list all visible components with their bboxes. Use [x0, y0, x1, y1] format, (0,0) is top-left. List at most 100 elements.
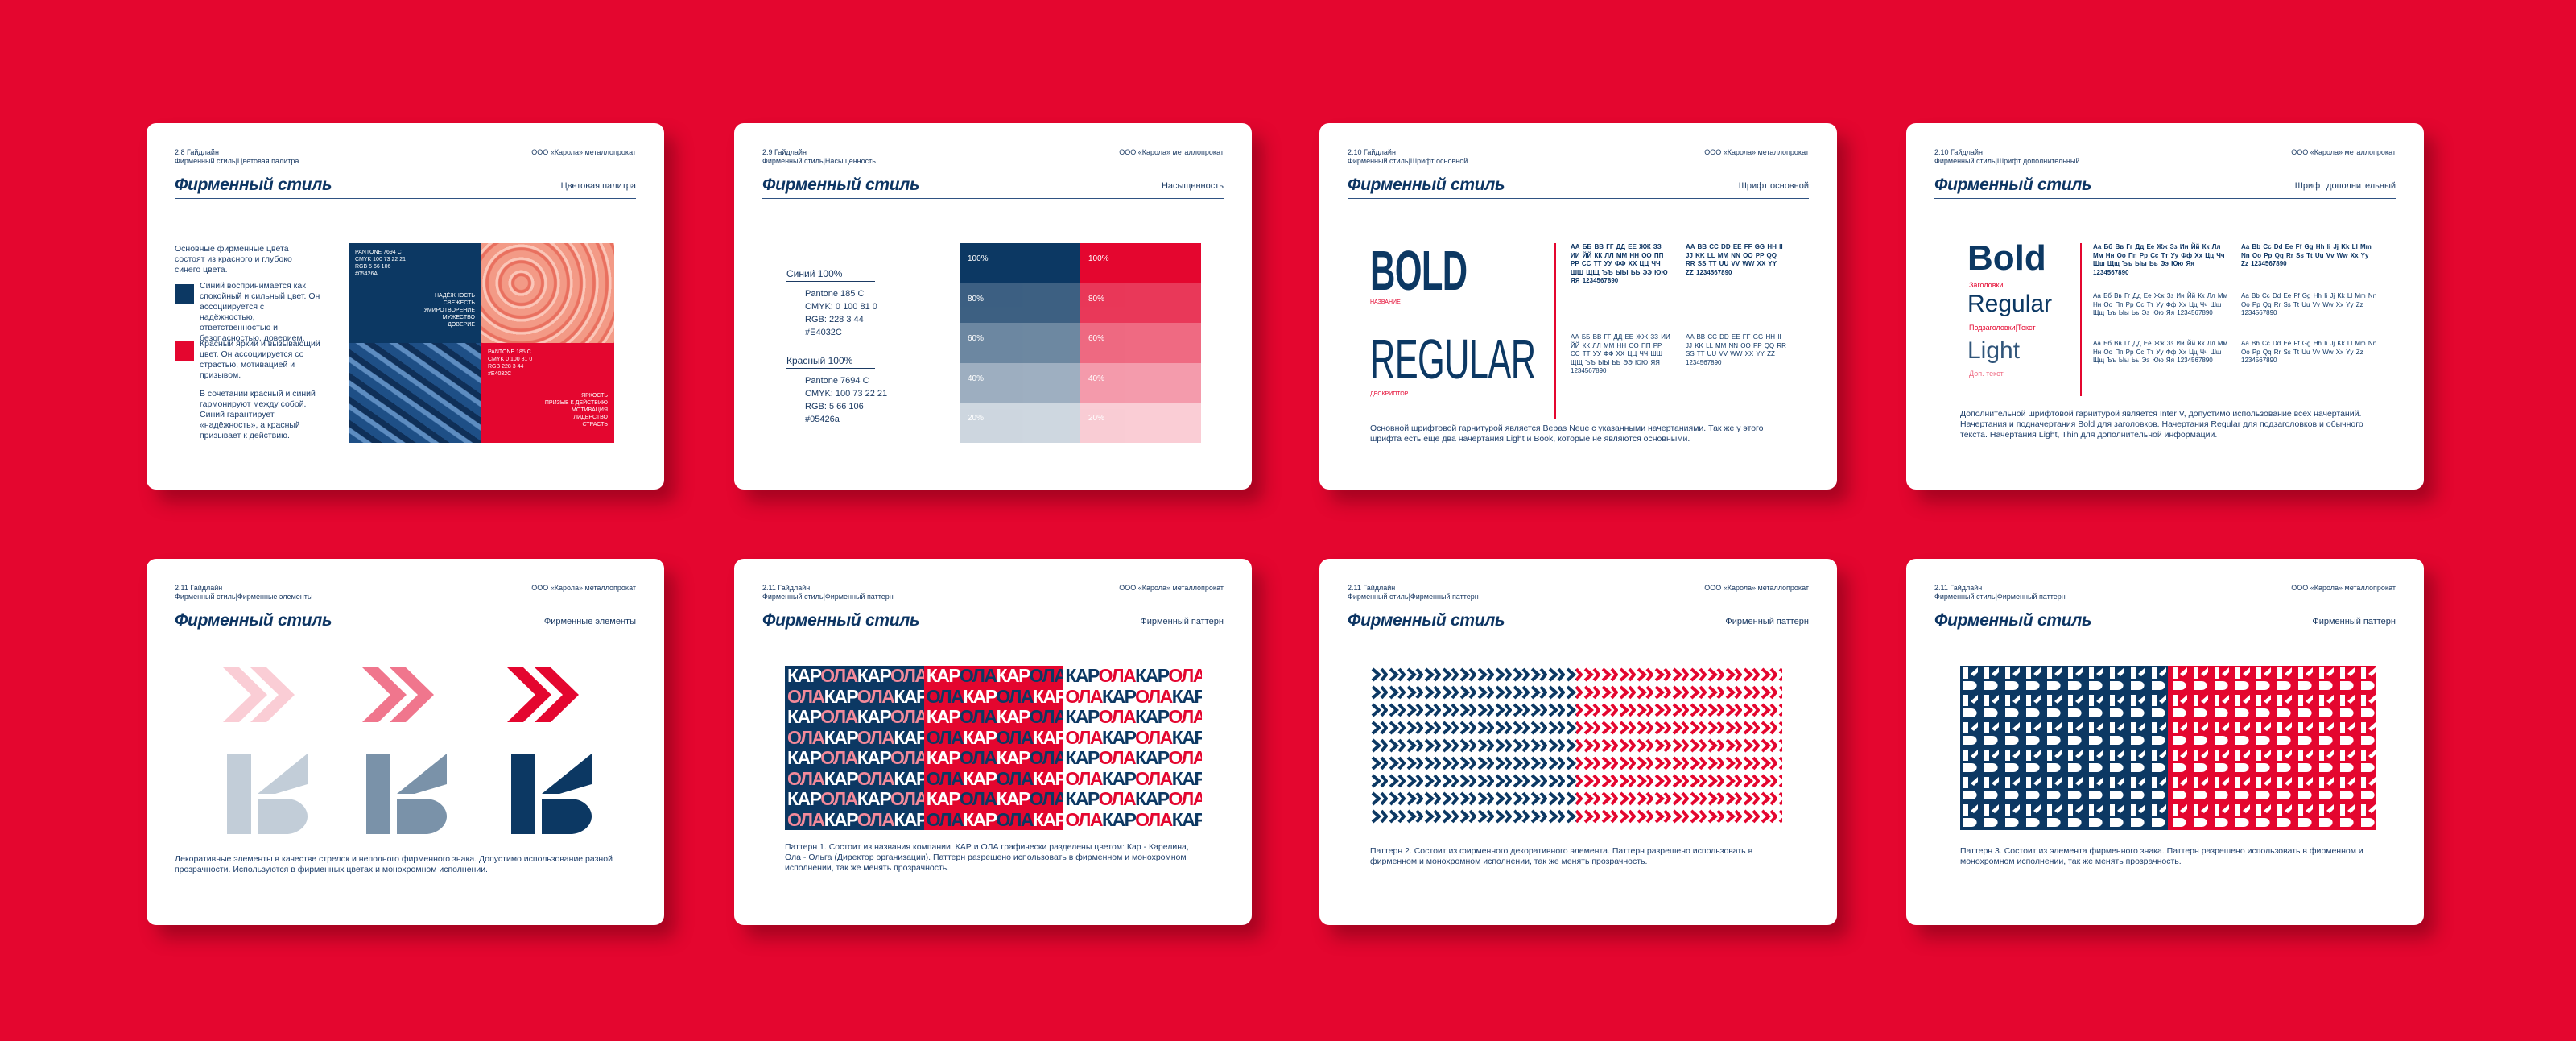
company: ООО «Карола» металлопрокат — [1704, 584, 1809, 592]
pattern-word: КАР — [926, 666, 961, 686]
header-rule — [175, 198, 636, 199]
pattern-word: ОЛА — [787, 808, 825, 830]
tint-swatch: 40% — [1080, 362, 1201, 403]
card-subtitle: Фирменный паттерн — [2312, 617, 2396, 626]
font-role: Заголовки — [1969, 281, 2004, 289]
elements-art — [219, 667, 592, 840]
pattern-half — [1960, 666, 2168, 830]
header-rule — [762, 198, 1224, 199]
pattern-word: ОЛА — [996, 808, 1034, 830]
section-number: 2.9 Гайдлайн — [762, 148, 807, 156]
pattern-word: КАР — [963, 767, 997, 789]
swatch-name: Красный 100% — [786, 355, 875, 369]
k-mark — [366, 754, 447, 834]
pattern-word: КАР — [1135, 706, 1170, 727]
header-rule — [1348, 198, 1809, 199]
divider — [2080, 243, 2082, 396]
pattern-word: КАР — [1033, 726, 1063, 748]
section-number: 2.11 Гайдлайн — [1934, 584, 1983, 592]
pattern-word: ОЛА — [1098, 706, 1137, 727]
company: ООО «Карола» металлопрокат — [531, 584, 636, 592]
pattern-word: ОЛА — [1029, 788, 1063, 809]
pattern-word: КАР — [1101, 685, 1137, 707]
pattern-word: ОЛА — [996, 767, 1034, 789]
tile-spec: #05426A — [355, 271, 378, 277]
chevron-pattern — [1370, 666, 1782, 825]
pattern-word: ОЛА — [890, 788, 924, 809]
guide-card: 2.11 Гайдлайн Фирменный стиль|Фирменный п… — [1906, 559, 2424, 925]
red-chip — [175, 341, 194, 361]
mark-pattern — [1960, 666, 2376, 830]
pattern-word: КАР — [1171, 726, 1203, 748]
pattern-word: ОЛА — [787, 767, 825, 789]
pattern-row: ОЛАКАРОЛАКАР — [1065, 809, 1202, 831]
pattern-block: КАРОЛАКАРОЛА ОЛАКАРОЛАКАР КАРОЛАКАРОЛА ОЛАК… — [785, 666, 924, 830]
pattern-word: КАР — [1135, 788, 1170, 809]
swatch-detail: #05426a — [805, 415, 840, 424]
pattern-row: КАРОЛАКАРОЛА — [787, 666, 924, 687]
swatch-detail: RGB: 5 66 106 — [805, 402, 864, 411]
section-number: 2.10 Гайдлайн — [1934, 148, 1983, 156]
pattern-row: КАРОЛАКАРОЛА — [1065, 747, 1202, 769]
pattern-word: КАР — [926, 788, 961, 809]
breadcrumb: Фирменный стиль|Шрифт дополнительный — [1934, 157, 2080, 165]
pattern-word: КАР — [787, 706, 822, 727]
pattern-row: КАРОЛАКАРОЛА — [927, 706, 1063, 728]
pattern-word: КАР — [1033, 808, 1063, 830]
font-role: ДЕСКРИПТОР — [1370, 391, 1409, 397]
pattern-word: ОЛА — [1168, 788, 1203, 809]
pattern-word: ОЛА — [959, 788, 997, 809]
pattern-word: КАР — [996, 747, 1030, 768]
pattern-row: ОЛАКАРОЛАКАР — [1065, 726, 1203, 749]
pattern-word: КАР — [787, 747, 822, 768]
tint-label: 100% — [968, 254, 989, 263]
pattern-word: ОЛА — [820, 666, 858, 686]
pattern-word: КАР — [1065, 706, 1100, 727]
pattern-row: КАРОЛАКАРОЛА — [927, 666, 1063, 687]
guide-card: 2.9 Гайдлайн Фирменный стиль|Насыщенность… — [734, 123, 1252, 490]
tile-word: МОТИВАЦИЯ — [572, 407, 608, 413]
pattern-row: ОЛАКАРОЛАКАР — [787, 685, 924, 708]
alphabet: AA BB CC DD EE FF GG HH II JJ KK LL MM N… — [1686, 243, 1783, 276]
chevron — [507, 667, 551, 722]
guide-card: 2.11 Гайдлайн Фирменный стиль|Фирменный п… — [1319, 559, 1837, 925]
divider — [1554, 243, 1556, 419]
tint-swatch: 20% — [1080, 403, 1201, 443]
alphabet: Aa Bb Cc Dd Ee Ff Gg Hh Ii Jj Kk Ll Mm N… — [2241, 292, 2377, 316]
tile-word: ПРИЗЫВ К ДЕЙСТВИЮ — [544, 400, 608, 406]
pattern-word: ОЛА — [1029, 666, 1063, 686]
description: Паттерн 2. Состоит из фирменного декорат… — [1370, 846, 1753, 866]
swatch-detail: RGB: 228 3 44 — [805, 315, 864, 324]
pattern-word: КАР — [824, 685, 859, 707]
section-number: 2.11 Гайдлайн — [175, 584, 223, 592]
word-pattern: КАРОЛАКАРОЛА ОЛАКАРОЛАКАР КАРОЛАКАРОЛА ОЛАК… — [785, 666, 1203, 831]
font-sample: REGULAR — [1370, 328, 1536, 390]
pattern-word: КАР — [963, 685, 997, 707]
pattern-word: ОЛА — [857, 726, 895, 748]
tile-word: ЯРКОСТЬ — [581, 393, 608, 399]
section-number: 2.10 Гайдлайн — [1348, 148, 1396, 156]
pattern-word: ОЛА — [1029, 706, 1063, 727]
card-subtitle: Фирменный паттерн — [1725, 617, 1809, 626]
chevron — [390, 667, 434, 722]
tile-word: ДОВЕРИЕ — [448, 322, 475, 328]
pattern-word: ОЛА — [820, 788, 858, 809]
tile-spec: CMYK 100 73 22 21 — [355, 257, 407, 262]
pattern-word: КАР — [857, 706, 892, 727]
tile-spec: RGB 228 3 44 — [488, 364, 524, 370]
tile-word: УМИРОТВОРЕНИЕ — [423, 308, 475, 313]
tint-label: 20% — [1088, 414, 1105, 423]
pattern-row: ОЛАКАРОЛАКАР — [927, 808, 1063, 831]
pattern-word: КАР — [1065, 788, 1100, 809]
pattern-word: ОЛА — [890, 747, 924, 768]
tint-swatch: 60% — [1080, 323, 1201, 363]
guide-card: 2.10 Гайдлайн Фирменный стиль|Шрифт основ… — [1319, 123, 1837, 490]
tile-word: МУЖЕСТВО — [442, 315, 475, 320]
pattern-word: ОЛА — [857, 808, 895, 830]
pattern-word: КАР — [1101, 726, 1137, 748]
company: ООО «Карола» металлопрокат — [1119, 148, 1224, 156]
red-tile: PANTONE 185 C CMYK 0 100 81 0 RGB 228 3 44… — [481, 343, 614, 443]
card-title: Фирменный стиль — [175, 611, 332, 630]
company: ООО «Карола» металлопрокат — [1704, 148, 1809, 156]
